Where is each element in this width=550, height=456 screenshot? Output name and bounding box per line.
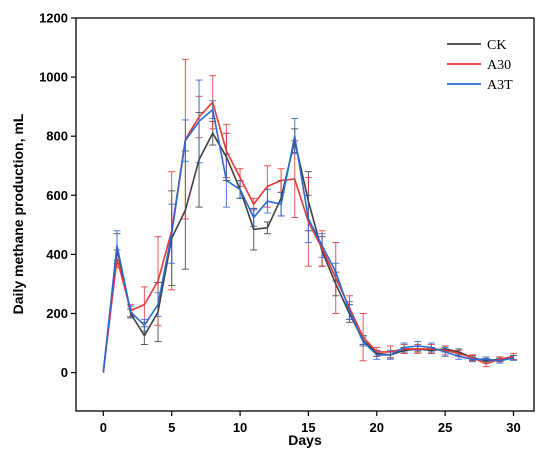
legend-label: A30 (487, 58, 511, 73)
axis-ticks: 0 5 10 15 20 25 30 0 200 400 600 800 1000 1200 (39, 11, 521, 436)
series-lines (102, 101, 514, 373)
x-tick-label: 5 (168, 420, 175, 435)
x-tick-label: 15 (301, 420, 315, 435)
plot-frame (75, 17, 535, 412)
y-tick-label: 1000 (39, 70, 68, 85)
series-line-ck (102, 132, 514, 373)
y-tick-label: 800 (46, 129, 68, 144)
series-line-a3t (102, 108, 514, 373)
x-tick-label: 10 (233, 420, 247, 435)
y-tick-label: 1200 (39, 11, 68, 26)
y-tick-label: 200 (46, 306, 68, 321)
y-tick-label: 400 (46, 247, 68, 262)
x-tick-label: 0 (100, 420, 107, 435)
x-tick-label: 20 (370, 420, 384, 435)
x-tick-label: 30 (506, 420, 520, 435)
legend-label: CK (487, 38, 506, 53)
x-tick-label: 25 (438, 420, 452, 435)
y-tick-label: 600 (46, 188, 68, 203)
legend: CK A30 A3T (447, 38, 513, 93)
y-tick-label: 0 (61, 365, 68, 380)
y-axis-title: Daily methane production, mL (10, 113, 26, 314)
legend-label: A3T (487, 78, 513, 93)
x-axis-title: Days (288, 432, 322, 448)
